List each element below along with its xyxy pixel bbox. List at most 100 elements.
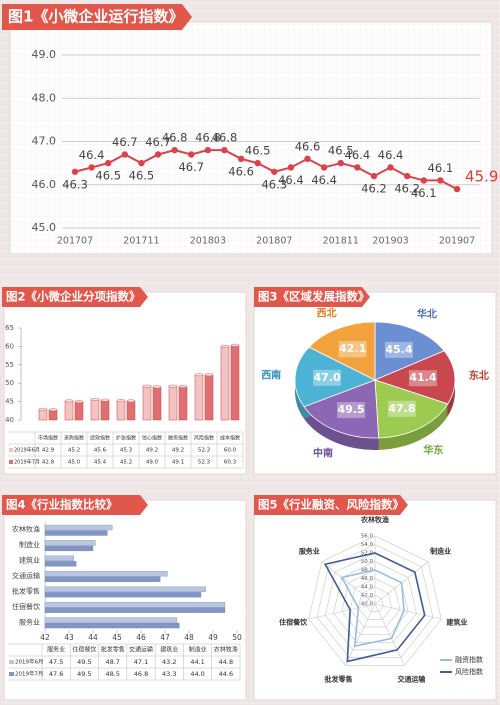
point bbox=[287, 164, 295, 171]
bar bbox=[44, 622, 180, 629]
table-value: 47.5 bbox=[49, 658, 63, 666]
table-header: 交通运输 bbox=[129, 646, 153, 654]
table-value: 60.3 bbox=[224, 460, 237, 466]
category-label: 中南 bbox=[313, 446, 333, 459]
table-value: 42.8 bbox=[42, 460, 55, 466]
table-value: 45.0 bbox=[68, 460, 81, 466]
data-label: 46.1 bbox=[411, 186, 437, 200]
bar-top bbox=[194, 373, 204, 377]
bar bbox=[142, 385, 152, 421]
data-label: 46.4 bbox=[345, 148, 371, 162]
bar bbox=[44, 586, 206, 592]
point bbox=[437, 177, 444, 184]
bar bbox=[44, 607, 226, 613]
table-value: 47.6 bbox=[49, 670, 63, 678]
r-tick-label: 46.0 bbox=[361, 576, 374, 582]
category-label: 成本指数 bbox=[220, 435, 240, 442]
data-label: 41.4 bbox=[409, 371, 436, 384]
legend-label: 2019年6月 bbox=[14, 447, 40, 454]
x-tick-label: 45 bbox=[112, 633, 122, 642]
table-value: 49.0 bbox=[146, 460, 159, 466]
table-header: 服务业 bbox=[47, 646, 65, 654]
table-value: 47.1 bbox=[134, 658, 148, 666]
point bbox=[271, 168, 278, 175]
pie-slice bbox=[308, 321, 376, 381]
point bbox=[237, 155, 245, 162]
table-value: 49.2 bbox=[172, 448, 184, 454]
table-value: 43.3 bbox=[162, 670, 176, 678]
table-value: 49.2 bbox=[146, 448, 158, 454]
r-tick-label: 52.0 bbox=[361, 551, 374, 557]
category-label: 东北 bbox=[469, 369, 489, 382]
label-box bbox=[337, 402, 366, 419]
category-label: 建筑业 bbox=[446, 618, 467, 627]
y-tick-label: 50 bbox=[5, 379, 14, 387]
label-box bbox=[387, 400, 416, 417]
data-label: 46.7 bbox=[145, 135, 171, 149]
table-value: 48.5 bbox=[105, 670, 119, 678]
point bbox=[387, 164, 394, 171]
x-tick-label: 50 bbox=[232, 633, 242, 642]
category-label: 交通运输 bbox=[12, 571, 40, 580]
category-label: 市场指数 bbox=[38, 435, 58, 442]
table-value: 44.6 bbox=[219, 670, 233, 678]
table-value: 42.9 bbox=[42, 448, 55, 454]
legend-swatch bbox=[9, 672, 14, 676]
y-tick-label: 48.0 bbox=[32, 91, 57, 104]
data-label: 46.2 bbox=[361, 182, 387, 196]
x-tick-label: 201803 bbox=[190, 236, 226, 247]
title-tab bbox=[254, 287, 370, 307]
r-tick-label: 54.0 bbox=[361, 542, 374, 548]
grid-line bbox=[358, 586, 392, 620]
x-tick-label: 201811 bbox=[323, 236, 359, 247]
data-label: 42.1 bbox=[339, 342, 366, 355]
bar bbox=[44, 592, 202, 598]
bar-top bbox=[204, 373, 214, 377]
data-label: 46.1 bbox=[428, 161, 454, 175]
label-box bbox=[338, 341, 367, 358]
chart-title: 图5《行业融资、风险指数》 bbox=[258, 498, 404, 512]
point bbox=[188, 151, 195, 158]
legend-label: 风险指数 bbox=[455, 667, 483, 676]
label-box bbox=[384, 341, 413, 358]
bar bbox=[204, 374, 214, 421]
table-value: 45.2 bbox=[68, 448, 80, 454]
data-label: 46.4 bbox=[79, 148, 105, 162]
bar-top bbox=[168, 384, 178, 388]
category-label: 住宿餐饮 bbox=[279, 618, 308, 627]
panel bbox=[3, 499, 247, 701]
y-tick-label: 60 bbox=[5, 342, 14, 350]
data-label: 46.6 bbox=[228, 164, 254, 178]
data-label: 46.5 bbox=[328, 144, 354, 158]
data-label: 47.8 bbox=[388, 402, 415, 415]
r-tick-label: 42.0 bbox=[361, 593, 374, 599]
axis bbox=[321, 561, 376, 605]
data-label: 46.5 bbox=[129, 169, 155, 183]
pie-slice bbox=[303, 379, 380, 439]
bar bbox=[44, 571, 168, 577]
x-tick-label: 201903 bbox=[372, 236, 408, 247]
table-value: 52.3 bbox=[198, 460, 211, 466]
category-label: 采购指数 bbox=[64, 435, 84, 442]
bar bbox=[64, 400, 74, 421]
table-value: 45.3 bbox=[120, 448, 133, 454]
point bbox=[121, 151, 129, 158]
title-tab bbox=[254, 495, 408, 515]
table-value: 49.1 bbox=[172, 460, 184, 466]
bar bbox=[44, 617, 178, 623]
data-label: 46.3 bbox=[261, 177, 287, 191]
x-tick-label: 47 bbox=[160, 633, 170, 642]
category-label: 华东 bbox=[423, 443, 443, 456]
legend-swatch bbox=[9, 460, 13, 464]
pie-slice bbox=[374, 321, 445, 381]
bar bbox=[90, 399, 100, 421]
bar-top bbox=[48, 408, 58, 412]
category-label: 制造业 bbox=[430, 547, 451, 556]
bar bbox=[44, 524, 113, 531]
point bbox=[138, 159, 145, 167]
radar-line bbox=[323, 552, 426, 663]
category-label: 服务业 bbox=[19, 617, 40, 626]
bar-top bbox=[142, 384, 152, 388]
label-box bbox=[408, 370, 437, 387]
